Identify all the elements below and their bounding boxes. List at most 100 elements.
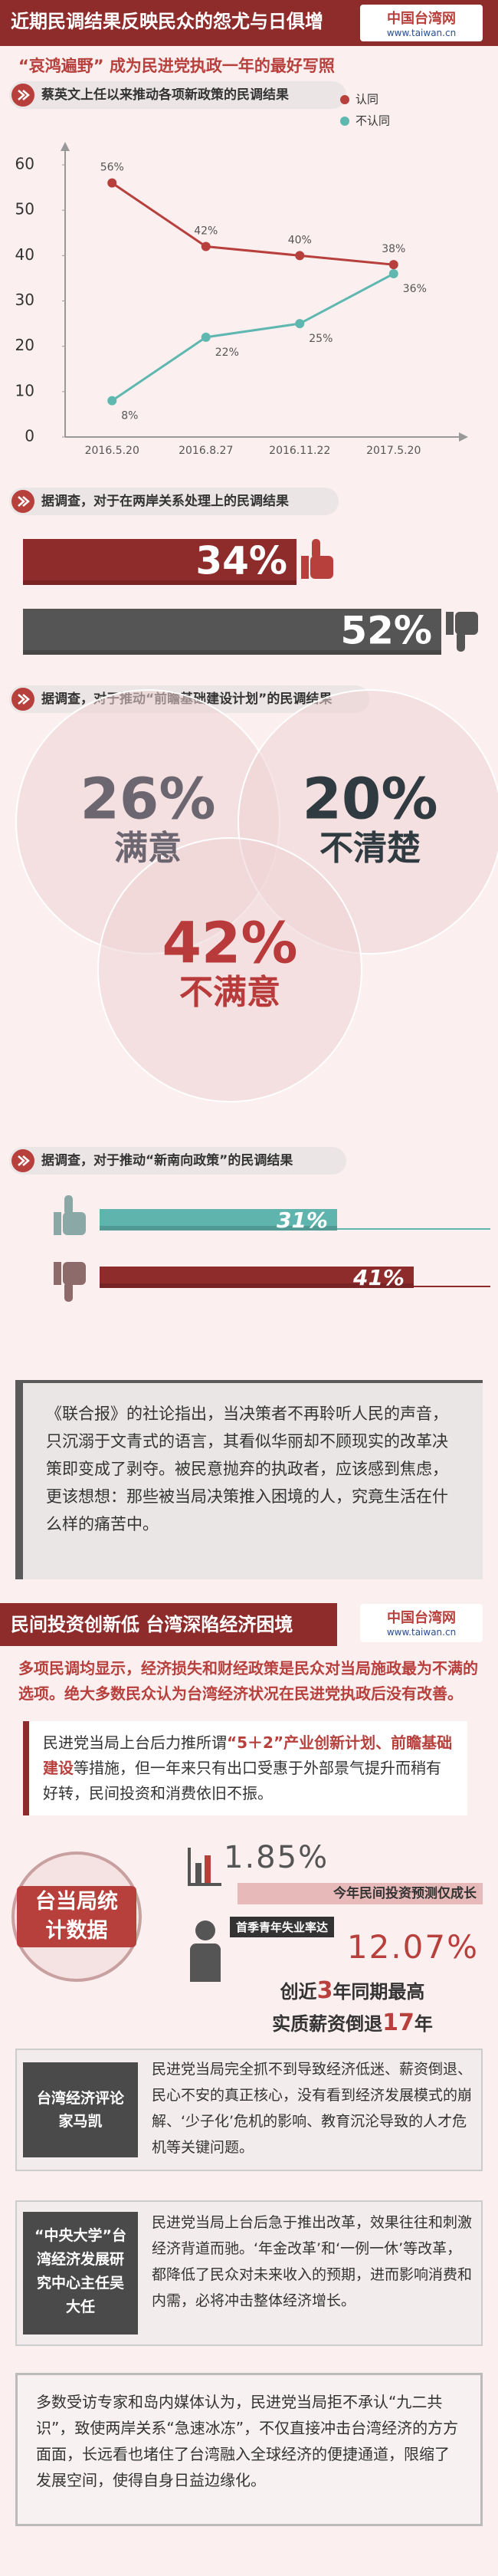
venn-label: 不清楚: [319, 829, 421, 868]
unemployment-text: 首季青年失业率达: [230, 1917, 335, 1937]
data-label: 25%: [309, 333, 333, 345]
y-tick-label: 50: [15, 200, 34, 219]
wage-text: 实质薪资倒退17年: [230, 2009, 475, 2036]
venn-label: 不满意: [179, 973, 280, 1012]
thumb-cuff: [446, 612, 454, 635]
person-icon: [195, 1921, 215, 1940]
data-label: 8%: [121, 410, 138, 422]
section-icon: [18, 694, 30, 705]
investment-value: 1.85%: [224, 1840, 329, 1875]
expert-text: 民进党当局完全抓不到导致经济低迷、薪资倒退、民心不安的真正核心，没有看到经济发展…: [152, 2061, 473, 2156]
thumb-cuff: [54, 1262, 61, 1285]
data-label: 31%: [277, 1208, 328, 1233]
commentary-text: 《联合报》的社论指出，当决策者不再聆听人民的声音，只沉溺于文青式的语言，其看似华…: [46, 1405, 448, 1533]
thumb-fist: [310, 556, 333, 579]
wage-number: 17: [382, 2009, 414, 2036]
venn-value: 42%: [162, 911, 297, 977]
policy-highlight: “5＋2”产业创新计划、: [227, 1733, 392, 1752]
data-point: [295, 251, 305, 261]
data-label: 34%: [195, 539, 287, 583]
series-line: [111, 272, 395, 402]
legend-label: 认同: [355, 93, 378, 107]
wage-part: 年: [414, 2013, 433, 2035]
venn-label: 满意: [114, 829, 182, 868]
data-point: [388, 269, 398, 278]
bar: [23, 539, 297, 585]
y-tick-label: 10: [15, 381, 34, 399]
bar: [100, 1209, 337, 1230]
record-part: 创近: [280, 1981, 317, 2003]
bar: [23, 609, 441, 655]
expert-text: 民进党当局上台后急于推出改革，效果往往和刺激经济背道而驰。‘年金改革’和‘一例一…: [152, 2214, 473, 2309]
section-pill: [9, 488, 339, 515]
data-label: 42%: [194, 225, 218, 238]
thumb-fist: [63, 1212, 86, 1235]
series-line: [111, 182, 394, 266]
bar-chart: 据调查，对于在两岸关系处理上的民调结果 34% 52%: [9, 488, 478, 655]
data-label: 36%: [403, 283, 427, 295]
data-label: 41%: [352, 1265, 405, 1290]
thumb-finger: [64, 1282, 73, 1302]
data-label: 52%: [340, 609, 432, 653]
axis-arrow: [61, 142, 70, 151]
bar-shade: [100, 1283, 414, 1288]
section-icon: [18, 496, 30, 507]
record-part: 年同期最高: [333, 1981, 425, 2003]
x-tick-label: 2017.5.20: [366, 445, 421, 457]
x-tick-label: 2016.8.27: [179, 445, 233, 457]
policy-text: 民进党当局上台后力推所谓: [43, 1733, 227, 1752]
expert-name: “中央大学”台湾经济发展研究中心主任吴大任: [23, 2212, 138, 2334]
person-icon: [190, 1944, 221, 1982]
y-tick-label: 0: [25, 427, 34, 445]
legend-marker: [340, 95, 349, 104]
expert-name: 台湾经济评论家马凯: [23, 2062, 138, 2157]
bar-shade: [100, 1226, 337, 1230]
data-point: [201, 242, 211, 251]
section-title: 民间投资创新低 台湾深陷经济困境: [11, 1614, 293, 1635]
data-label: 40%: [288, 234, 312, 246]
logo-name: 中国台湾网: [387, 11, 456, 27]
subtitle: “哀鸿遍野” 成为民进党执政一年的最好写照: [18, 57, 335, 75]
thumb-finger: [457, 632, 465, 652]
section-icon: [18, 1155, 30, 1166]
bar-chart: 据调查，对于推动“新南向政策”的民调结果 31% 41%: [9, 1147, 490, 1302]
closing-box: 多数受访专家和岛内媒体认为，民进党当局拒不承认“九二共识”，致使两岸关系“急速冰…: [15, 2373, 483, 2526]
lead-text: 多项民调均显示，经济损失和财经政策是民众对当局施政最为不满的选项。绝大多数民众认…: [18, 1659, 478, 1703]
data-point: [201, 332, 211, 342]
logo: 中国台湾网 www.taiwan.cn: [360, 5, 483, 41]
data-point: [107, 396, 117, 406]
y-tick-label: 20: [15, 336, 34, 354]
x-tick-label: 2016.11.22: [269, 445, 330, 457]
y-tick-label: 40: [15, 245, 34, 264]
logo: 中国台湾网 www.taiwan.cn: [360, 1604, 483, 1642]
wage-part: 实质薪资倒退: [272, 2013, 383, 2035]
thumb-finger: [312, 539, 320, 559]
data-label: 22%: [215, 347, 239, 359]
line-chart: 蔡英文上任以来推动各项新政策的民调结果 0 10 20 30 40 50 60 2016.5.2…: [9, 81, 468, 457]
y-tick-label: 30: [15, 291, 34, 309]
data-point: [107, 178, 117, 188]
section-title: 据调查，对于推动“新南向政策”的民调结果: [41, 1152, 293, 1168]
thumb-cuff: [54, 1212, 61, 1235]
investment-text: 今年民间投资预测仅成长: [333, 1886, 477, 1901]
closing-text: 多数受访专家和岛内媒体认为，民进党当局拒不承认“九二共识”，致使两岸关系“急速冰…: [36, 2393, 459, 2489]
bar-shade: [23, 650, 441, 655]
logo-url: www.taiwan.cn: [386, 28, 457, 38]
chart-icon: [188, 1848, 221, 1886]
policy-box: 民进党当局上台后力推所谓“5＋2”产业创新计划、前瞻基础建设等措施，但一年来只有…: [23, 1721, 467, 1815]
axis-arrow: [459, 432, 468, 442]
thumb-finger: [64, 1195, 73, 1215]
data-label: 56%: [100, 162, 124, 174]
thumb-icon: [54, 1195, 86, 1235]
x-tick-label: 2016.5.20: [85, 445, 139, 457]
thumb-icon: [446, 612, 478, 652]
data-point: [295, 319, 305, 329]
commentary-box: 《联合报》的社论指出，当决策者不再聆听人民的声音，只沉溺于文青式的语言，其看似华…: [15, 1380, 483, 1579]
header-title: 近期民调结果反映民众的怨尤与日俱增: [11, 11, 323, 32]
section-title: 据调查，对于在两岸关系处理上的民调结果: [41, 493, 289, 509]
section-bar: 民间投资创新低 台湾深陷经济困境: [0, 1603, 337, 1646]
section-pill: [9, 1147, 346, 1175]
investment-bar: 今年民间投资预测仅成长: [238, 1883, 483, 1904]
